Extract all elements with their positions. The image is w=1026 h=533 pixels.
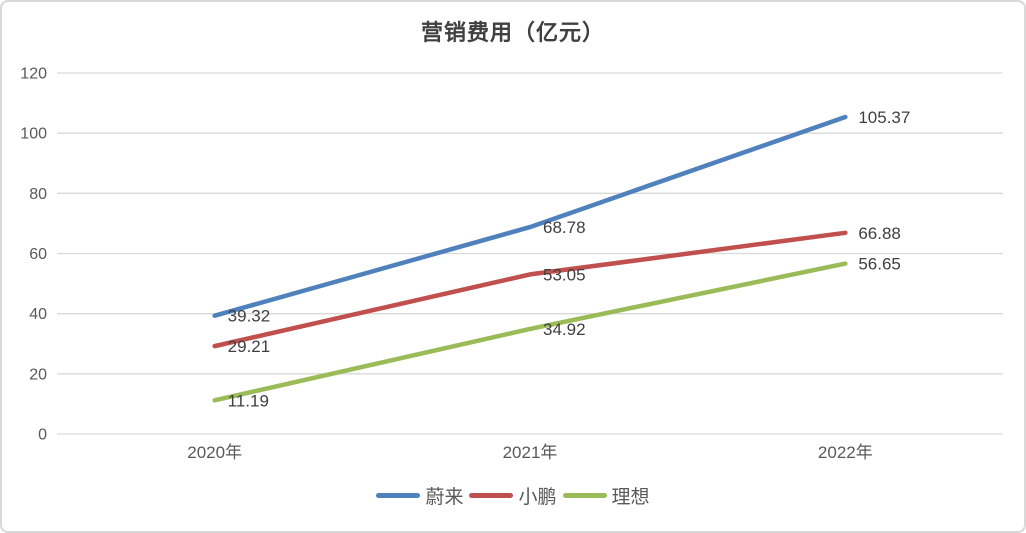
data-label: 105.37 (858, 108, 910, 127)
legend-label: 蔚来 (425, 487, 464, 508)
legend-line-marker (469, 493, 514, 498)
data-label: 53.05 (543, 265, 586, 284)
data-label: 11.19 (228, 391, 269, 410)
legend-label: 小鹏 (518, 487, 557, 508)
data-label: 66.88 (858, 224, 901, 243)
x-tick-label: 2020年 (187, 443, 242, 462)
x-tick-label: 2022年 (818, 443, 873, 462)
series-data-labels-2: 11.19 34.92 56.65 (228, 255, 901, 411)
series-line-1 (212, 230, 848, 349)
legend-line-marker (562, 493, 607, 498)
y-tick-label: 80 (29, 186, 47, 203)
legend-item-1: 小鹏 (469, 482, 557, 509)
data-label: 39.32 (228, 307, 271, 326)
y-tick-label: 120 (20, 66, 47, 83)
y-tick-label: 0 (38, 427, 47, 444)
legend-label: 理想 (611, 487, 650, 508)
series-line-0 (212, 114, 848, 318)
y-tick-label: 20 (29, 366, 47, 383)
data-label: 68.78 (543, 218, 586, 237)
chart-title: 营销费用（亿元） (420, 20, 605, 46)
series-data-labels-1: 29.21 53.05 66.88 (228, 224, 901, 356)
data-label: 34.92 (543, 320, 586, 339)
y-tick-label: 40 (29, 306, 47, 323)
y-axis-tick-labels: 0 20 40 60 80 100 120 (20, 66, 47, 444)
series-data-labels-0: 39.32 68.78 105.37 (228, 108, 911, 326)
legend-item-2: 理想 (562, 482, 650, 509)
x-tick-label: 2021年 (503, 443, 558, 462)
data-label: 56.65 (858, 255, 901, 274)
legend-item-0: 蔚来 (376, 482, 463, 509)
y-gridlines (57, 72, 1003, 435)
x-axis-tick-labels: 2020年 2021年 2022年 (187, 443, 872, 462)
chart-legend: 蔚来 小鹏 理想 (2, 482, 1024, 509)
legend-line-marker (376, 493, 421, 498)
y-tick-label: 60 (29, 246, 47, 263)
data-label: 29.21 (228, 337, 271, 356)
series-line-2 (212, 261, 848, 403)
y-tick-label: 100 (20, 126, 47, 143)
